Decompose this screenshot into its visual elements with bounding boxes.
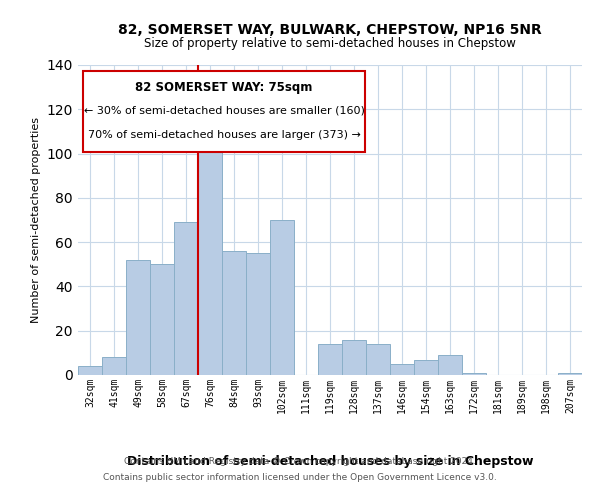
Bar (438, 355, 462, 375)
Text: ← 30% of semi-detached houses are smaller (160): ← 30% of semi-detached houses are smalle… (84, 106, 365, 116)
Bar (318, 344, 342, 375)
Text: Size of property relative to semi-detached houses in Chepstow: Size of property relative to semi-detach… (144, 38, 516, 51)
Text: Contains public sector information licensed under the Open Government Licence v3: Contains public sector information licen… (103, 472, 497, 482)
Bar (150, 264, 174, 375)
Text: Contains HM Land Registry data © Crown copyright and database right 2024.: Contains HM Land Registry data © Crown c… (124, 458, 476, 466)
Text: 82 SOMERSET WAY: 75sqm: 82 SOMERSET WAY: 75sqm (136, 80, 313, 94)
Bar (102, 358, 126, 375)
Text: 70% of semi-detached houses are larger (373) →: 70% of semi-detached houses are larger (… (88, 130, 361, 140)
Y-axis label: Number of semi-detached properties: Number of semi-detached properties (31, 117, 41, 323)
Bar (174, 222, 198, 375)
Bar (366, 344, 390, 375)
Bar (462, 373, 486, 375)
X-axis label: Distribution of semi-detached houses by size in Chepstow: Distribution of semi-detached houses by … (127, 454, 533, 468)
Bar (198, 129, 222, 375)
Bar (270, 220, 294, 375)
Bar (390, 364, 414, 375)
FancyBboxPatch shape (83, 71, 365, 152)
Bar (414, 360, 438, 375)
Bar (558, 373, 582, 375)
Bar (342, 340, 366, 375)
Bar (246, 253, 270, 375)
Text: 82, SOMERSET WAY, BULWARK, CHEPSTOW, NP16 5NR: 82, SOMERSET WAY, BULWARK, CHEPSTOW, NP1… (118, 22, 542, 36)
Bar (222, 251, 246, 375)
Bar (126, 260, 150, 375)
Bar (78, 366, 102, 375)
